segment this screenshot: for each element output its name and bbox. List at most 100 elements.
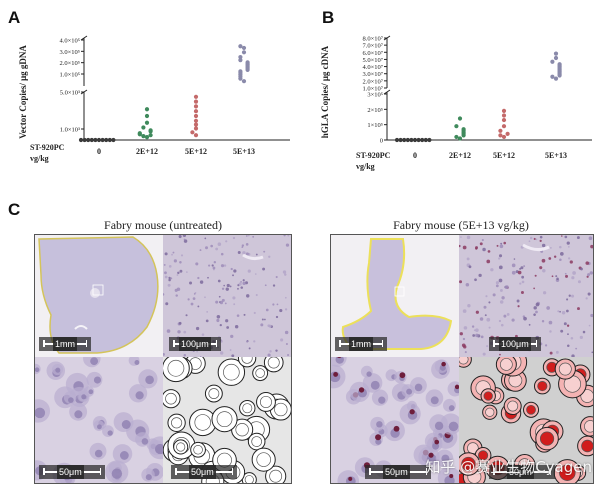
x-category-label: 5E+12 (493, 151, 515, 160)
x-category-label: 5E+13 (233, 147, 255, 156)
y-tick-label-upper: 2.0×10⁵ (59, 60, 80, 67)
data-point (193, 126, 199, 131)
liver-section-treated (341, 238, 453, 350)
data-point (427, 137, 432, 143)
data-point (78, 137, 84, 143)
y-tick-label-upper: 4.0×10⁵ (59, 38, 80, 45)
data-point (416, 137, 421, 143)
data-point (245, 60, 250, 65)
scale-bar-1mm-treated: 1mm (335, 337, 387, 351)
data-point (454, 124, 459, 129)
scale-bar-100um-untreated: 100μm (169, 337, 221, 351)
data-point (238, 44, 243, 49)
data-point (193, 118, 199, 123)
data-point (498, 128, 503, 133)
data-point (104, 137, 109, 143)
x-category-label: 0 (97, 147, 101, 156)
panel-letter-c: C (8, 200, 21, 219)
y-tick-label-upper: 1.0×10⁵ (59, 72, 80, 79)
data-point (461, 127, 466, 132)
data-point (193, 113, 199, 119)
data-point (238, 54, 243, 60)
chart-b-x-row-label-2: vg/kg (356, 162, 375, 171)
data-point (501, 117, 507, 123)
y-tick-label-upper: 3.0×10⁵ (59, 49, 80, 56)
data-point (148, 133, 153, 138)
data-point (405, 137, 410, 143)
scale-bar-100um-treated: 100μm (489, 337, 541, 351)
data-point (93, 137, 98, 143)
x-category-label: 0 (413, 151, 417, 160)
data-point (241, 45, 247, 51)
data-point (190, 130, 195, 135)
data-point (501, 124, 507, 129)
data-point (193, 99, 199, 104)
data-point (553, 51, 559, 56)
data-point (557, 62, 562, 67)
data-point (100, 137, 105, 143)
scale-bar-50um-untreated-a: 50μm (39, 465, 105, 479)
data-point (96, 137, 102, 143)
data-point (82, 137, 87, 143)
data-point (457, 116, 463, 121)
data-point (501, 113, 507, 118)
data-point (454, 134, 459, 140)
data-point (402, 137, 407, 143)
data-point (457, 136, 463, 141)
data-point (238, 69, 243, 74)
data-point (409, 137, 414, 143)
y-tick-label-upper: 3.0×10⁷ (362, 71, 383, 78)
y-tick-label-upper: 1.0×10⁷ (362, 86, 383, 93)
x-category-label: 2E+12 (136, 147, 158, 156)
data-point (148, 128, 153, 133)
tile-treated-50um-stain: 50μm (331, 357, 459, 483)
y-tick-label-lower: 5.0×10³ (60, 90, 80, 97)
y-tick-label-upper: 7.0×10⁷ (362, 43, 383, 50)
data-point (553, 55, 559, 61)
y-tick-label-upper: 8.0×10⁷ (362, 36, 383, 43)
data-point (193, 109, 199, 114)
y-tick-label-lower: 1.0×10³ (60, 127, 80, 134)
x-category-label: 5E+12 (185, 147, 207, 156)
tile-untreated-50um-stain: 50μm (35, 357, 163, 483)
histology-group-untreated: 1mm 100μm 50μm 50μm (34, 234, 292, 484)
data-point (412, 137, 418, 143)
data-point (144, 113, 150, 119)
data-point (144, 135, 150, 140)
panel-letter-a: A (8, 8, 21, 27)
chart-a-ylabel: Vector Copies/ μg gDNA (18, 45, 28, 139)
data-point (107, 137, 112, 143)
chart-a-x-row-label-1: ST-920PC (30, 143, 65, 152)
scale-bar-1mm-untreated: 1mm (39, 337, 91, 351)
data-point (144, 107, 150, 112)
data-point (550, 74, 555, 79)
data-point (144, 120, 150, 125)
data-point (141, 125, 146, 130)
x-category-label: 5E+13 (545, 151, 567, 160)
scale-bar-50um-untreated-b: 50μm (171, 465, 237, 479)
data-point (420, 137, 425, 143)
y-tick-label-upper: 2.0×10⁷ (362, 78, 383, 85)
data-point (423, 137, 428, 143)
tile-untreated-overview: 1mm (35, 235, 163, 357)
data-point (241, 50, 247, 55)
tile-treated-overview: 1mm (331, 235, 459, 357)
y-tick-label-upper: 5.0×10⁷ (362, 57, 383, 64)
y-tick-label-lower: 3×10⁵ (367, 92, 383, 99)
x-category-label: 2E+12 (449, 151, 471, 160)
chart-a-x-row-label-2: vg/kg (30, 154, 49, 163)
watermark: 知乎 @赛业生物Cyagen (425, 458, 592, 476)
data-point (89, 137, 94, 143)
data-point (111, 137, 116, 143)
data-point (550, 59, 555, 64)
tile-treated-100um: 100μm (459, 235, 593, 357)
tile-treated-50um-segmentation: 50μm (459, 357, 593, 483)
data-point (86, 137, 91, 143)
liver-section-untreated (38, 236, 159, 354)
data-point (498, 133, 503, 138)
data-point (553, 76, 559, 81)
scale-bar-50um-treated-a: 50μm (365, 465, 431, 479)
chart-b-ylabel: hGLA Copies/ μg cDNA (320, 45, 330, 138)
histology-title-treated: Fabry mouse (5E+13 vg/kg) (393, 218, 529, 232)
data-point (398, 137, 403, 143)
